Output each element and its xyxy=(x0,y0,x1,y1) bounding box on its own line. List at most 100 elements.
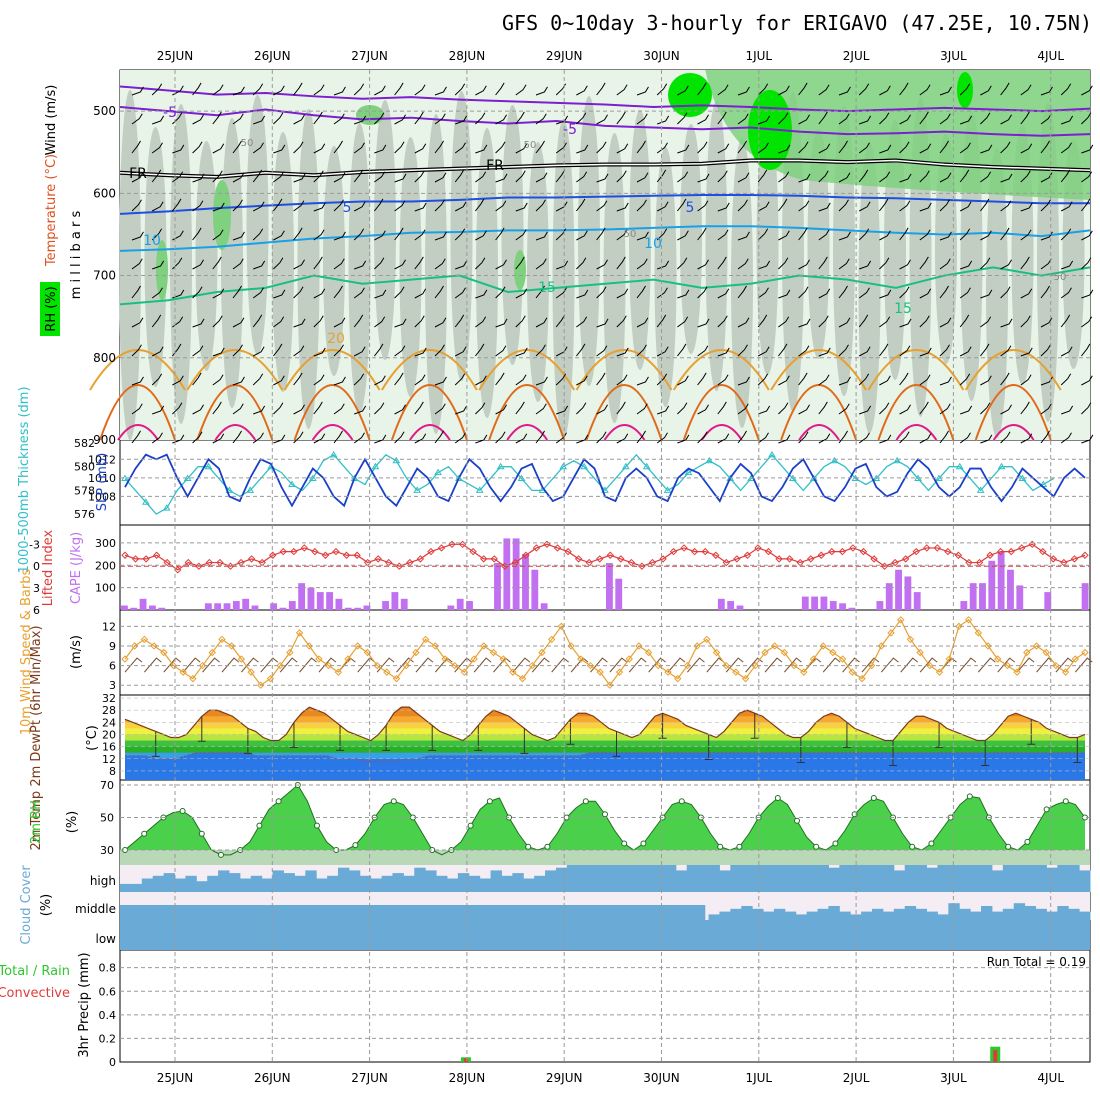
wind-speed-marker xyxy=(800,668,808,676)
top-date-label: 30JUN xyxy=(643,49,680,63)
cape-bar xyxy=(512,538,520,610)
thickness-marker xyxy=(413,486,422,493)
wind-barb xyxy=(232,258,244,270)
wind-barb xyxy=(273,198,283,212)
cloud-mid-fill xyxy=(120,905,706,920)
wind-barb xyxy=(838,403,850,415)
wind-barb xyxy=(899,200,911,212)
wind-barb xyxy=(495,259,507,270)
li-marker xyxy=(891,558,899,567)
li-marker xyxy=(311,547,319,556)
wind-barb xyxy=(576,198,586,212)
wind-barb xyxy=(414,202,427,212)
wind-barb xyxy=(899,114,911,125)
rh-mid-region xyxy=(654,147,677,407)
wind-barb-10m xyxy=(415,657,434,673)
wind-barb xyxy=(273,171,285,183)
wind-barb xyxy=(737,199,748,212)
cloud-bar xyxy=(1013,865,1026,892)
wind-barb xyxy=(515,229,527,241)
wind-barb xyxy=(818,202,831,212)
wind-speed-marker xyxy=(266,674,275,683)
wind-barb xyxy=(677,257,688,270)
contour-label: 15 xyxy=(894,301,912,317)
wind-barb xyxy=(535,172,548,183)
wind-barb xyxy=(273,289,286,299)
cape-bar xyxy=(354,607,361,610)
wind-barb xyxy=(172,402,183,415)
li-marker xyxy=(427,547,435,556)
wind-barb xyxy=(1060,228,1072,241)
wind-barb xyxy=(232,285,242,299)
wind-barb xyxy=(980,230,992,241)
wind-speed-marker xyxy=(984,642,992,650)
isotherm-25 xyxy=(877,384,955,441)
wind-speed-marker xyxy=(276,661,284,670)
li-marker xyxy=(817,551,825,559)
li-marker xyxy=(901,555,910,563)
wind-barb xyxy=(959,373,971,386)
ylabel-cloud: Cloud Cover xyxy=(19,865,34,945)
wind-barb xyxy=(535,285,545,299)
top-date-label: 26JUN xyxy=(254,49,291,63)
wind-barb xyxy=(475,144,488,154)
wind-barb xyxy=(939,113,951,125)
cape-bar xyxy=(335,598,343,610)
wind-barb xyxy=(454,201,467,212)
wind-barb xyxy=(778,230,790,241)
wind-barb xyxy=(293,200,305,212)
wind-speed-marker xyxy=(683,661,692,670)
cape-bar xyxy=(139,598,147,610)
li-marker xyxy=(290,547,298,556)
wind-barb xyxy=(596,82,606,96)
wind-speed-marker xyxy=(121,655,129,663)
cloud-bar xyxy=(784,911,797,920)
isotherm--5b xyxy=(119,85,1091,113)
wind-barb xyxy=(212,347,225,357)
wind-barb-10m xyxy=(163,657,182,673)
rh-mid-region xyxy=(501,105,524,365)
wind-speed-marker xyxy=(150,642,158,650)
cape-bar xyxy=(988,560,996,610)
slp-tick-label: 1010 xyxy=(88,472,116,485)
wind-barb xyxy=(535,258,547,270)
wind-barb xyxy=(333,344,344,357)
cloud-bar xyxy=(359,875,372,892)
rh2m-marker xyxy=(218,851,224,858)
cloud-bar xyxy=(861,865,873,892)
thickness-marker xyxy=(496,462,505,470)
wind-barb xyxy=(475,375,487,386)
wind-barb xyxy=(1020,315,1031,328)
wind-speed-marker xyxy=(964,616,973,624)
wind-barb xyxy=(212,111,222,125)
wind-speed-marker xyxy=(441,655,449,663)
cloud-bar xyxy=(1057,906,1069,920)
cloud-bar xyxy=(817,865,829,892)
cape-bar xyxy=(447,605,455,610)
cloud-bar xyxy=(545,870,557,892)
wind-speed-marker xyxy=(994,655,1002,663)
wind-barb xyxy=(717,288,730,299)
wind-speed-marker xyxy=(450,661,459,670)
wind-barb xyxy=(253,115,266,125)
wind-barb xyxy=(1040,140,1050,154)
wind-barb xyxy=(353,314,364,328)
wind-speed-marker xyxy=(897,616,905,624)
wind-barb xyxy=(818,256,828,270)
wind-barb xyxy=(757,346,770,357)
wind-barb xyxy=(939,430,949,444)
li-marker xyxy=(775,555,783,563)
ylabel-thickness: 1000-500mb Thickness (dm) xyxy=(17,386,32,573)
wind-barb xyxy=(596,259,608,270)
rh2m-tick-label: 70 xyxy=(100,779,114,792)
cape-bar xyxy=(1081,583,1089,610)
wind-barb-10m xyxy=(396,657,414,673)
wind-barb xyxy=(293,431,304,444)
wind-barb xyxy=(1081,434,1094,444)
rh2m-marker xyxy=(794,817,800,824)
cape-bar xyxy=(223,603,231,610)
wind-speed-marker xyxy=(741,674,750,683)
wind-barb xyxy=(1000,286,1011,299)
wind-barb xyxy=(434,430,444,444)
